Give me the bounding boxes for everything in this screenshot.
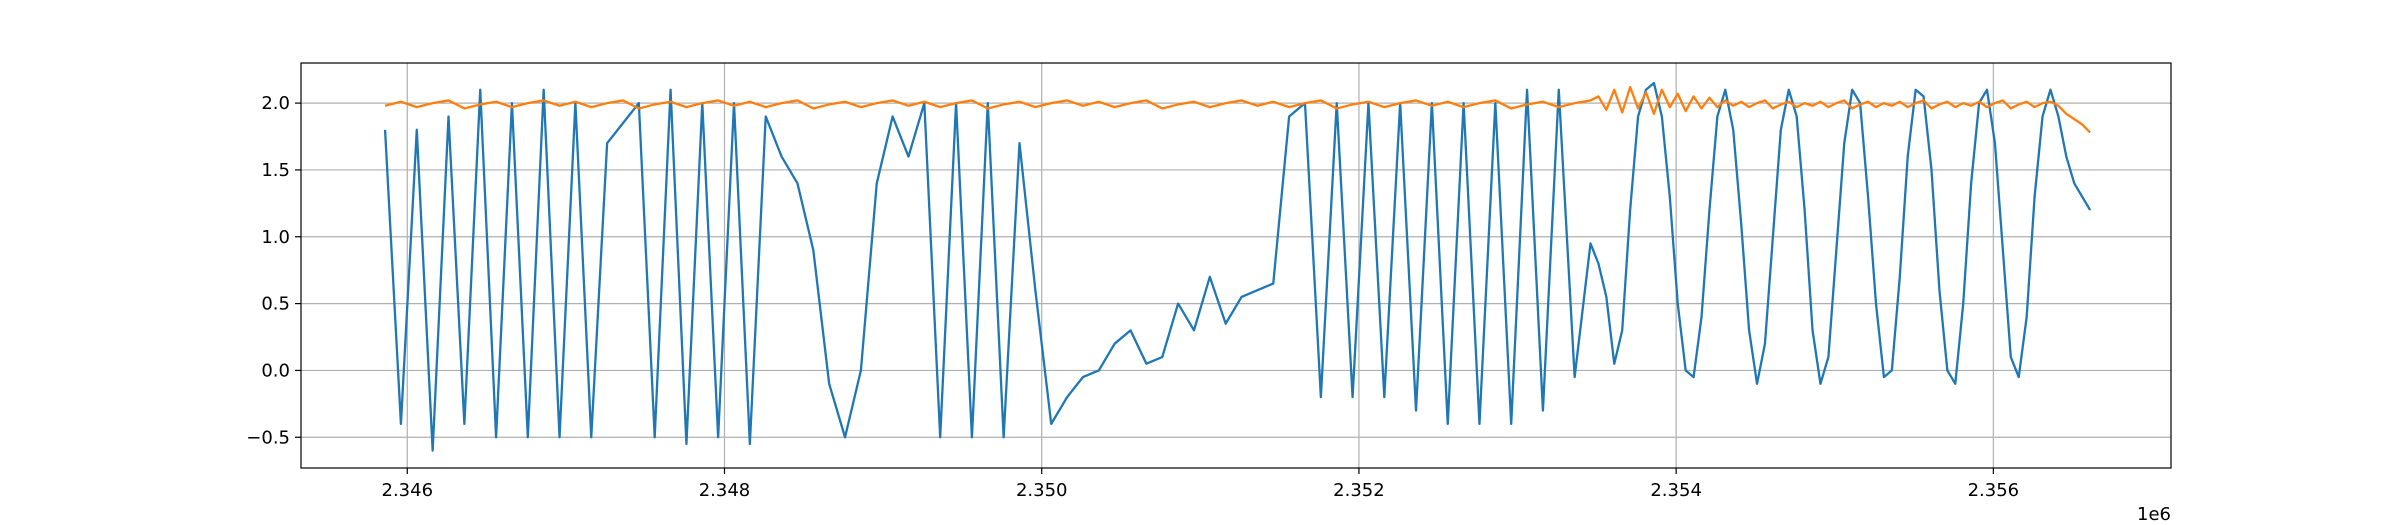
- x-tick-label: 2.350: [1016, 480, 1068, 501]
- x-tick-label: 2.352: [1333, 480, 1385, 501]
- y-tick-label: 0.5: [261, 294, 290, 315]
- y-tick-label: 0.0: [261, 360, 290, 381]
- y-tick-label: 1.5: [261, 160, 290, 181]
- x-tick-label: 2.354: [1650, 480, 1702, 501]
- y-tick-label: −0.5: [246, 427, 290, 448]
- y-tick-label: 1.0: [261, 227, 290, 248]
- y-tick-label: 2.0: [261, 93, 290, 114]
- x-offset-label: 1e6: [2137, 504, 2171, 525]
- x-tick-label: 2.356: [1968, 480, 2020, 501]
- x-tick-label: 2.346: [382, 480, 434, 501]
- series-line: [384, 85, 2091, 134]
- series-line: [383, 81, 2092, 452]
- x-tick-label: 2.348: [699, 480, 751, 501]
- plot-frame: [300, 62, 2172, 469]
